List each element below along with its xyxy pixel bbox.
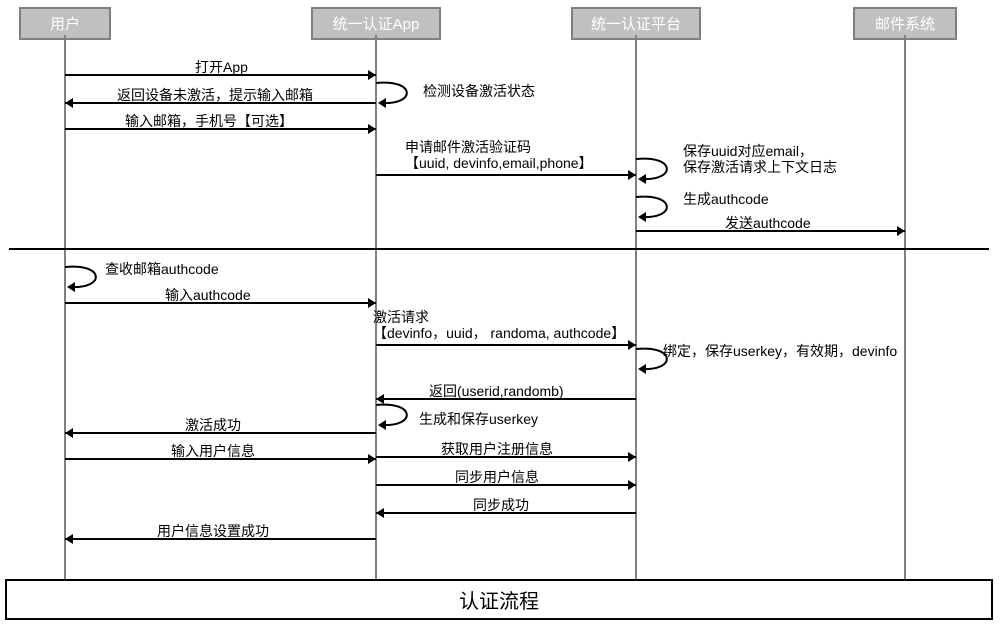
message-label: 同步用户信息	[455, 469, 539, 485]
message-label: 返回设备未激活，提示输入邮箱	[117, 87, 313, 103]
message-label: 保存uuid对应email，保存激活请求上下文日志	[683, 143, 837, 175]
message-label: 激活成功	[185, 417, 241, 433]
message-label: 激活请求【devinfo，uuid， randoma, authcode】	[373, 309, 625, 341]
message-label: 同步成功	[473, 497, 529, 513]
message-label: 打开App	[195, 59, 248, 75]
message-label: 申请邮件激活验证码【uuid, devinfo,email,phone】	[405, 139, 593, 171]
message-label: 返回(userid,randomb)	[429, 383, 564, 399]
message-label: 用户信息设置成功	[157, 523, 269, 539]
message-label: 查收邮箱authcode	[105, 261, 219, 277]
message-label: 检测设备激活状态	[423, 83, 535, 99]
message-label: 输入邮箱，手机号【可选】	[125, 113, 293, 129]
message-label: 绑定，保存userkey，有效期，devinfo	[663, 343, 897, 359]
footer-title: 认证流程	[5, 579, 993, 620]
message-label: 发送authcode	[725, 215, 811, 231]
message-label: 输入用户信息	[171, 443, 255, 459]
message-label: 输入authcode	[165, 287, 251, 303]
sequence-diagram: 用户 统一认证App 统一认证平台 邮件系统 打开App检测设备激活状态返回设备…	[5, 5, 995, 620]
message-label: 生成和保存userkey	[419, 411, 538, 427]
message-label: 获取用户注册信息	[441, 441, 553, 457]
message-label: 生成authcode	[683, 191, 769, 207]
